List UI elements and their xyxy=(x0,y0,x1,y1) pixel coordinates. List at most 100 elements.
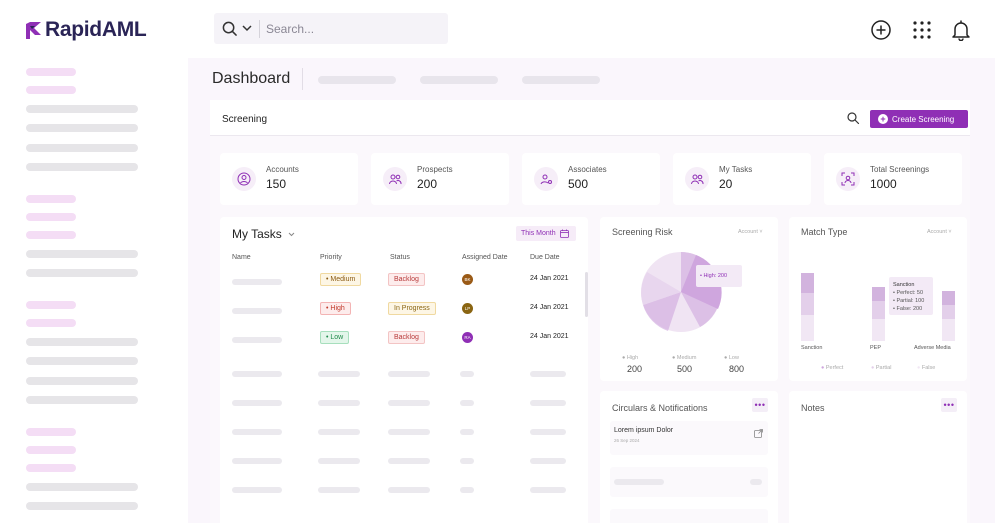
bell-icon[interactable] xyxy=(950,19,972,41)
row-skeleton xyxy=(318,429,360,435)
row-skeleton xyxy=(530,429,566,435)
stat-label: Total Screenings xyxy=(870,165,930,174)
bar-pep-perfect[interactable] xyxy=(872,319,885,341)
screening-risk-panel: Screening Risk Account ˅ • High: 200 ● H… xyxy=(600,217,778,381)
bar-pep-false[interactable] xyxy=(872,287,885,301)
sidebar-skeleton xyxy=(26,231,76,239)
match-type-panel: Match Type Account ˅ Sanction • Perfect:… xyxy=(789,217,967,381)
sidebar-skeleton xyxy=(26,357,138,365)
more-options-icon[interactable]: ••• xyxy=(941,398,957,412)
legend-label: ● Perfect xyxy=(821,365,844,371)
bar-adverse-perfect[interactable] xyxy=(942,319,955,341)
chevron-down-icon[interactable] xyxy=(242,25,252,32)
row-skeleton xyxy=(460,371,474,377)
row-skeleton xyxy=(232,371,282,377)
notification-item[interactable]: Lorem ipsum Dolor 26 Sep 2024 xyxy=(610,421,768,455)
row-skeleton xyxy=(460,429,474,435)
x-tick-label: PEP xyxy=(870,345,882,351)
bar-sanction-perfect[interactable] xyxy=(801,315,814,341)
match-filter-label: Account xyxy=(927,229,947,235)
screening-card: Screening + Create Screening Accounts 15… xyxy=(210,100,970,523)
legend-value: 500 xyxy=(677,364,693,374)
circulars-title: Circulars & Notifications xyxy=(612,403,708,413)
scrollbar[interactable] xyxy=(585,272,588,317)
column-header-assigned-date[interactable]: Assigned Date xyxy=(462,254,508,261)
sidebar-skeleton xyxy=(26,269,138,277)
sidebar-skeleton xyxy=(26,124,138,132)
legend-label: ● Medium xyxy=(672,355,697,361)
priority-badge: • High xyxy=(320,302,351,315)
logo-text: RapidAML xyxy=(45,18,147,41)
this-month-filter[interactable]: This Month xyxy=(516,226,576,241)
status-badge[interactable]: In Progress xyxy=(388,302,436,315)
users-icon xyxy=(685,167,709,191)
create-screening-label: Create Screening xyxy=(892,114,955,124)
sidebar-skeleton xyxy=(26,502,138,510)
more-options-icon[interactable]: ••• xyxy=(752,398,768,412)
breadcrumb-skeleton xyxy=(522,76,600,84)
stat-label: Associates xyxy=(568,165,607,174)
column-header-status[interactable]: Status xyxy=(390,254,410,261)
column-header-due-date[interactable]: Due Date xyxy=(530,254,560,261)
row-skeleton xyxy=(388,458,430,464)
row-skeleton xyxy=(232,400,282,406)
logo-mark-icon xyxy=(26,21,41,39)
stat-card-associates[interactable]: Associates 500 xyxy=(522,153,660,205)
external-link-icon[interactable] xyxy=(754,429,763,438)
column-header-name[interactable]: Name xyxy=(232,254,251,261)
search-divider xyxy=(259,19,260,38)
name-skeleton xyxy=(232,279,282,285)
match-tooltip: Sanction • Perfect: 50 • Partial: 100 • … xyxy=(889,277,933,315)
stat-card-my-tasks[interactable]: My Tasks 20 xyxy=(673,153,811,205)
due-date: 24 Jan 2021 xyxy=(530,275,569,282)
legend-text: False xyxy=(921,365,936,371)
circulars-panel: Circulars & Notifications ••• Lorem ipsu… xyxy=(600,391,778,523)
risk-pie-chart[interactable] xyxy=(638,247,734,343)
bar-adverse-false[interactable] xyxy=(942,291,955,305)
stat-label: Accounts xyxy=(266,165,299,174)
breadcrumb-skeleton xyxy=(420,76,498,84)
screening-title: Screening xyxy=(222,114,268,125)
row-skeleton xyxy=(388,487,430,493)
apps-grid-icon[interactable] xyxy=(911,19,933,41)
this-month-label: This Month xyxy=(521,230,556,237)
search-icon[interactable] xyxy=(222,21,237,36)
page-title: Dashboard xyxy=(212,70,291,87)
stat-card-prospects[interactable]: Prospects 200 xyxy=(371,153,509,205)
search-icon[interactable] xyxy=(846,111,860,125)
legend-value: 200 xyxy=(627,364,643,374)
stat-card-total-screenings[interactable]: Total Screenings 1000 xyxy=(824,153,962,205)
legend-label: ● High xyxy=(622,355,639,361)
my-tasks-title[interactable]: My Tasks xyxy=(232,227,295,241)
sidebar-skeleton xyxy=(26,250,138,258)
add-circle-icon[interactable] xyxy=(870,19,892,41)
match-filter[interactable]: Account ˅ xyxy=(927,229,952,235)
stat-card-accounts[interactable]: Accounts 150 xyxy=(220,153,358,205)
notes-title: Notes xyxy=(801,403,825,413)
avatar: BK xyxy=(462,274,473,285)
match-tooltip-line: • Perfect: 50 xyxy=(893,290,924,296)
users-icon xyxy=(383,167,407,191)
stat-value: 500 xyxy=(568,177,589,191)
bar-sanction-false[interactable] xyxy=(801,273,814,293)
x-tick-label: Adverse Media xyxy=(914,345,951,351)
column-header-priority[interactable]: Priority xyxy=(320,254,342,261)
bar-adverse-partial[interactable] xyxy=(942,305,955,319)
row-skeleton xyxy=(750,479,762,485)
stat-value: 150 xyxy=(266,177,287,191)
match-bar-chart[interactable] xyxy=(789,257,967,347)
status-badge[interactable]: Backlog xyxy=(388,273,425,286)
pie-slice-part[interactable] xyxy=(641,272,681,305)
name-skeleton xyxy=(232,308,282,314)
logo[interactable]: RapidAML xyxy=(26,18,147,42)
status-badge[interactable]: Backlog xyxy=(388,331,425,344)
row-skeleton xyxy=(318,458,360,464)
stat-value: 1000 xyxy=(870,177,897,191)
risk-filter[interactable]: Account ˅ xyxy=(738,229,763,235)
search-input[interactable] xyxy=(266,21,436,36)
bar-pep-partial[interactable] xyxy=(872,301,885,319)
bar-sanction-partial[interactable] xyxy=(801,293,814,315)
create-screening-button[interactable]: + Create Screening xyxy=(870,110,968,128)
calendar-icon xyxy=(559,229,569,238)
